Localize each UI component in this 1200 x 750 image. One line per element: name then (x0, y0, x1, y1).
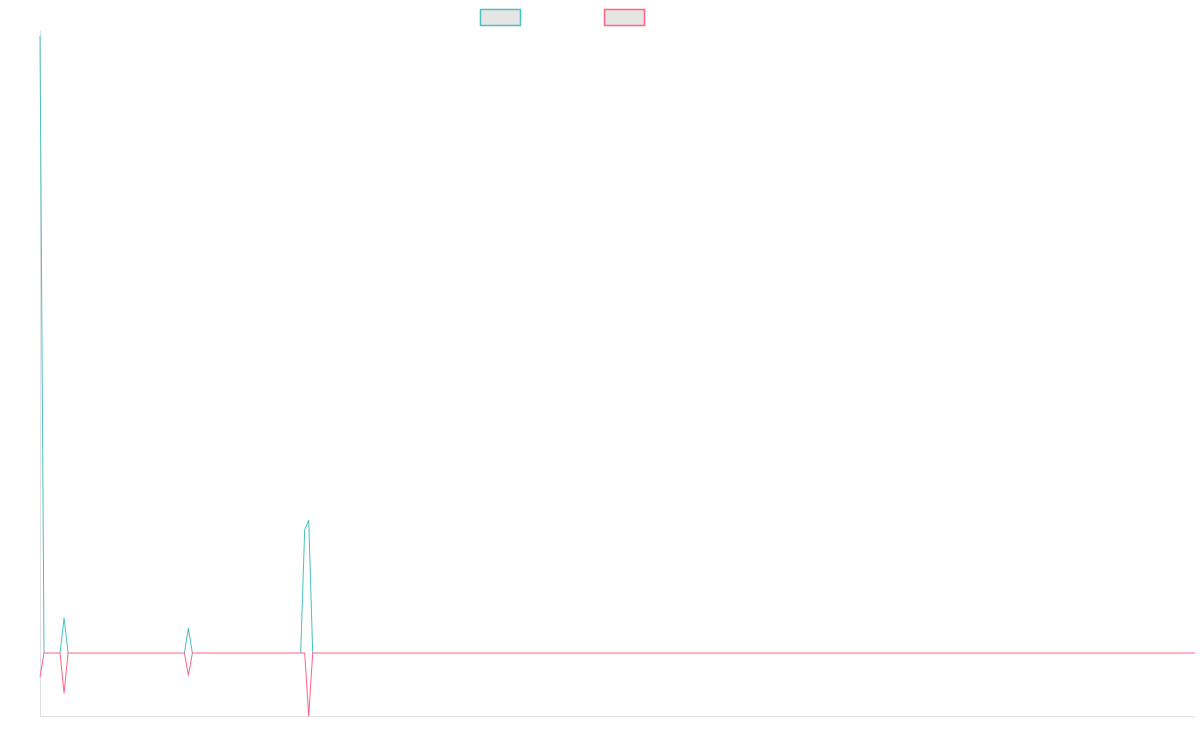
legend (479, 8, 646, 27)
legend-swatch-series-1[interactable] (479, 8, 522, 27)
legend-swatch-series-2[interactable] (603, 8, 646, 27)
series-line-2 (39, 652, 1195, 717)
series-line-1 (39, 35, 1195, 654)
